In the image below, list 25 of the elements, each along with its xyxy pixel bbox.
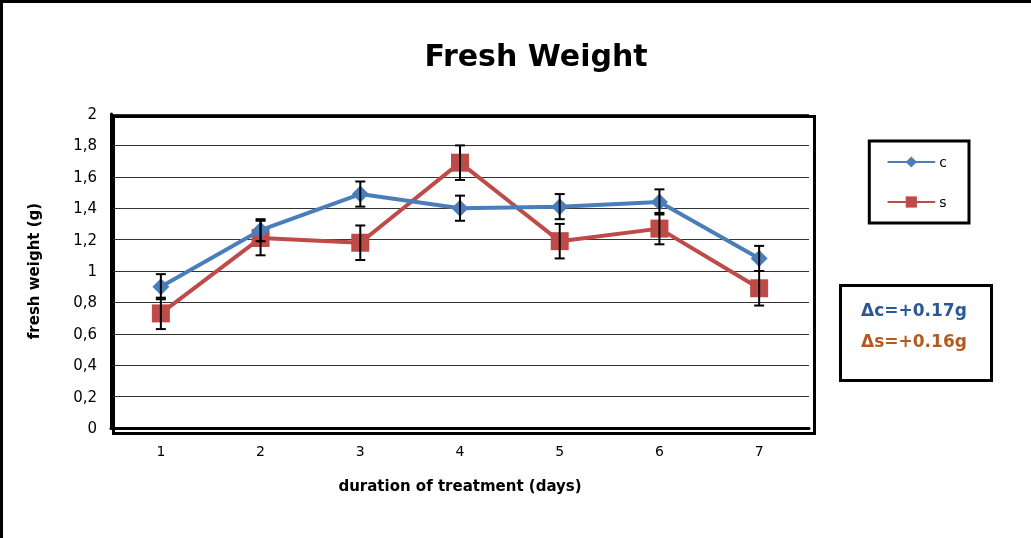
y-tick-label: 2 (87, 105, 97, 123)
y-axis-title: fresh weight (g) (24, 202, 43, 340)
x-axis-title: duration of treatment (days) (338, 476, 582, 495)
x-tick-label: 6 (654, 443, 664, 459)
x-tick-label: 5 (555, 443, 565, 459)
y-tick-label: 1,4 (73, 199, 97, 218)
y-tick-label: 0,6 (73, 324, 97, 343)
y-tick-label: 0,4 (73, 356, 97, 375)
y-tick-label: 1,8 (73, 136, 97, 155)
legend-label: s (939, 194, 947, 210)
y-tick-label: 0,2 (73, 387, 97, 406)
y-tick-label: 0 (87, 419, 97, 437)
x-tick-label: 4 (455, 443, 465, 459)
text: Δc=+0.17g (861, 299, 967, 320)
x-tick-label: 1 (156, 443, 166, 459)
y-tick-label: 1 (87, 262, 97, 280)
y-tick-label: 1,2 (73, 230, 97, 249)
x-tick-label: 2 (256, 443, 266, 459)
y-tick-label: 0,8 (73, 293, 97, 312)
y-tick-label: 1,6 (73, 167, 97, 186)
x-tick-label: 3 (355, 443, 365, 459)
legend-label: c (939, 154, 948, 170)
text: Δs=+0.16g (861, 330, 967, 351)
chart-title: Fresh Weight (424, 37, 648, 73)
x-tick-label: 7 (754, 443, 764, 459)
